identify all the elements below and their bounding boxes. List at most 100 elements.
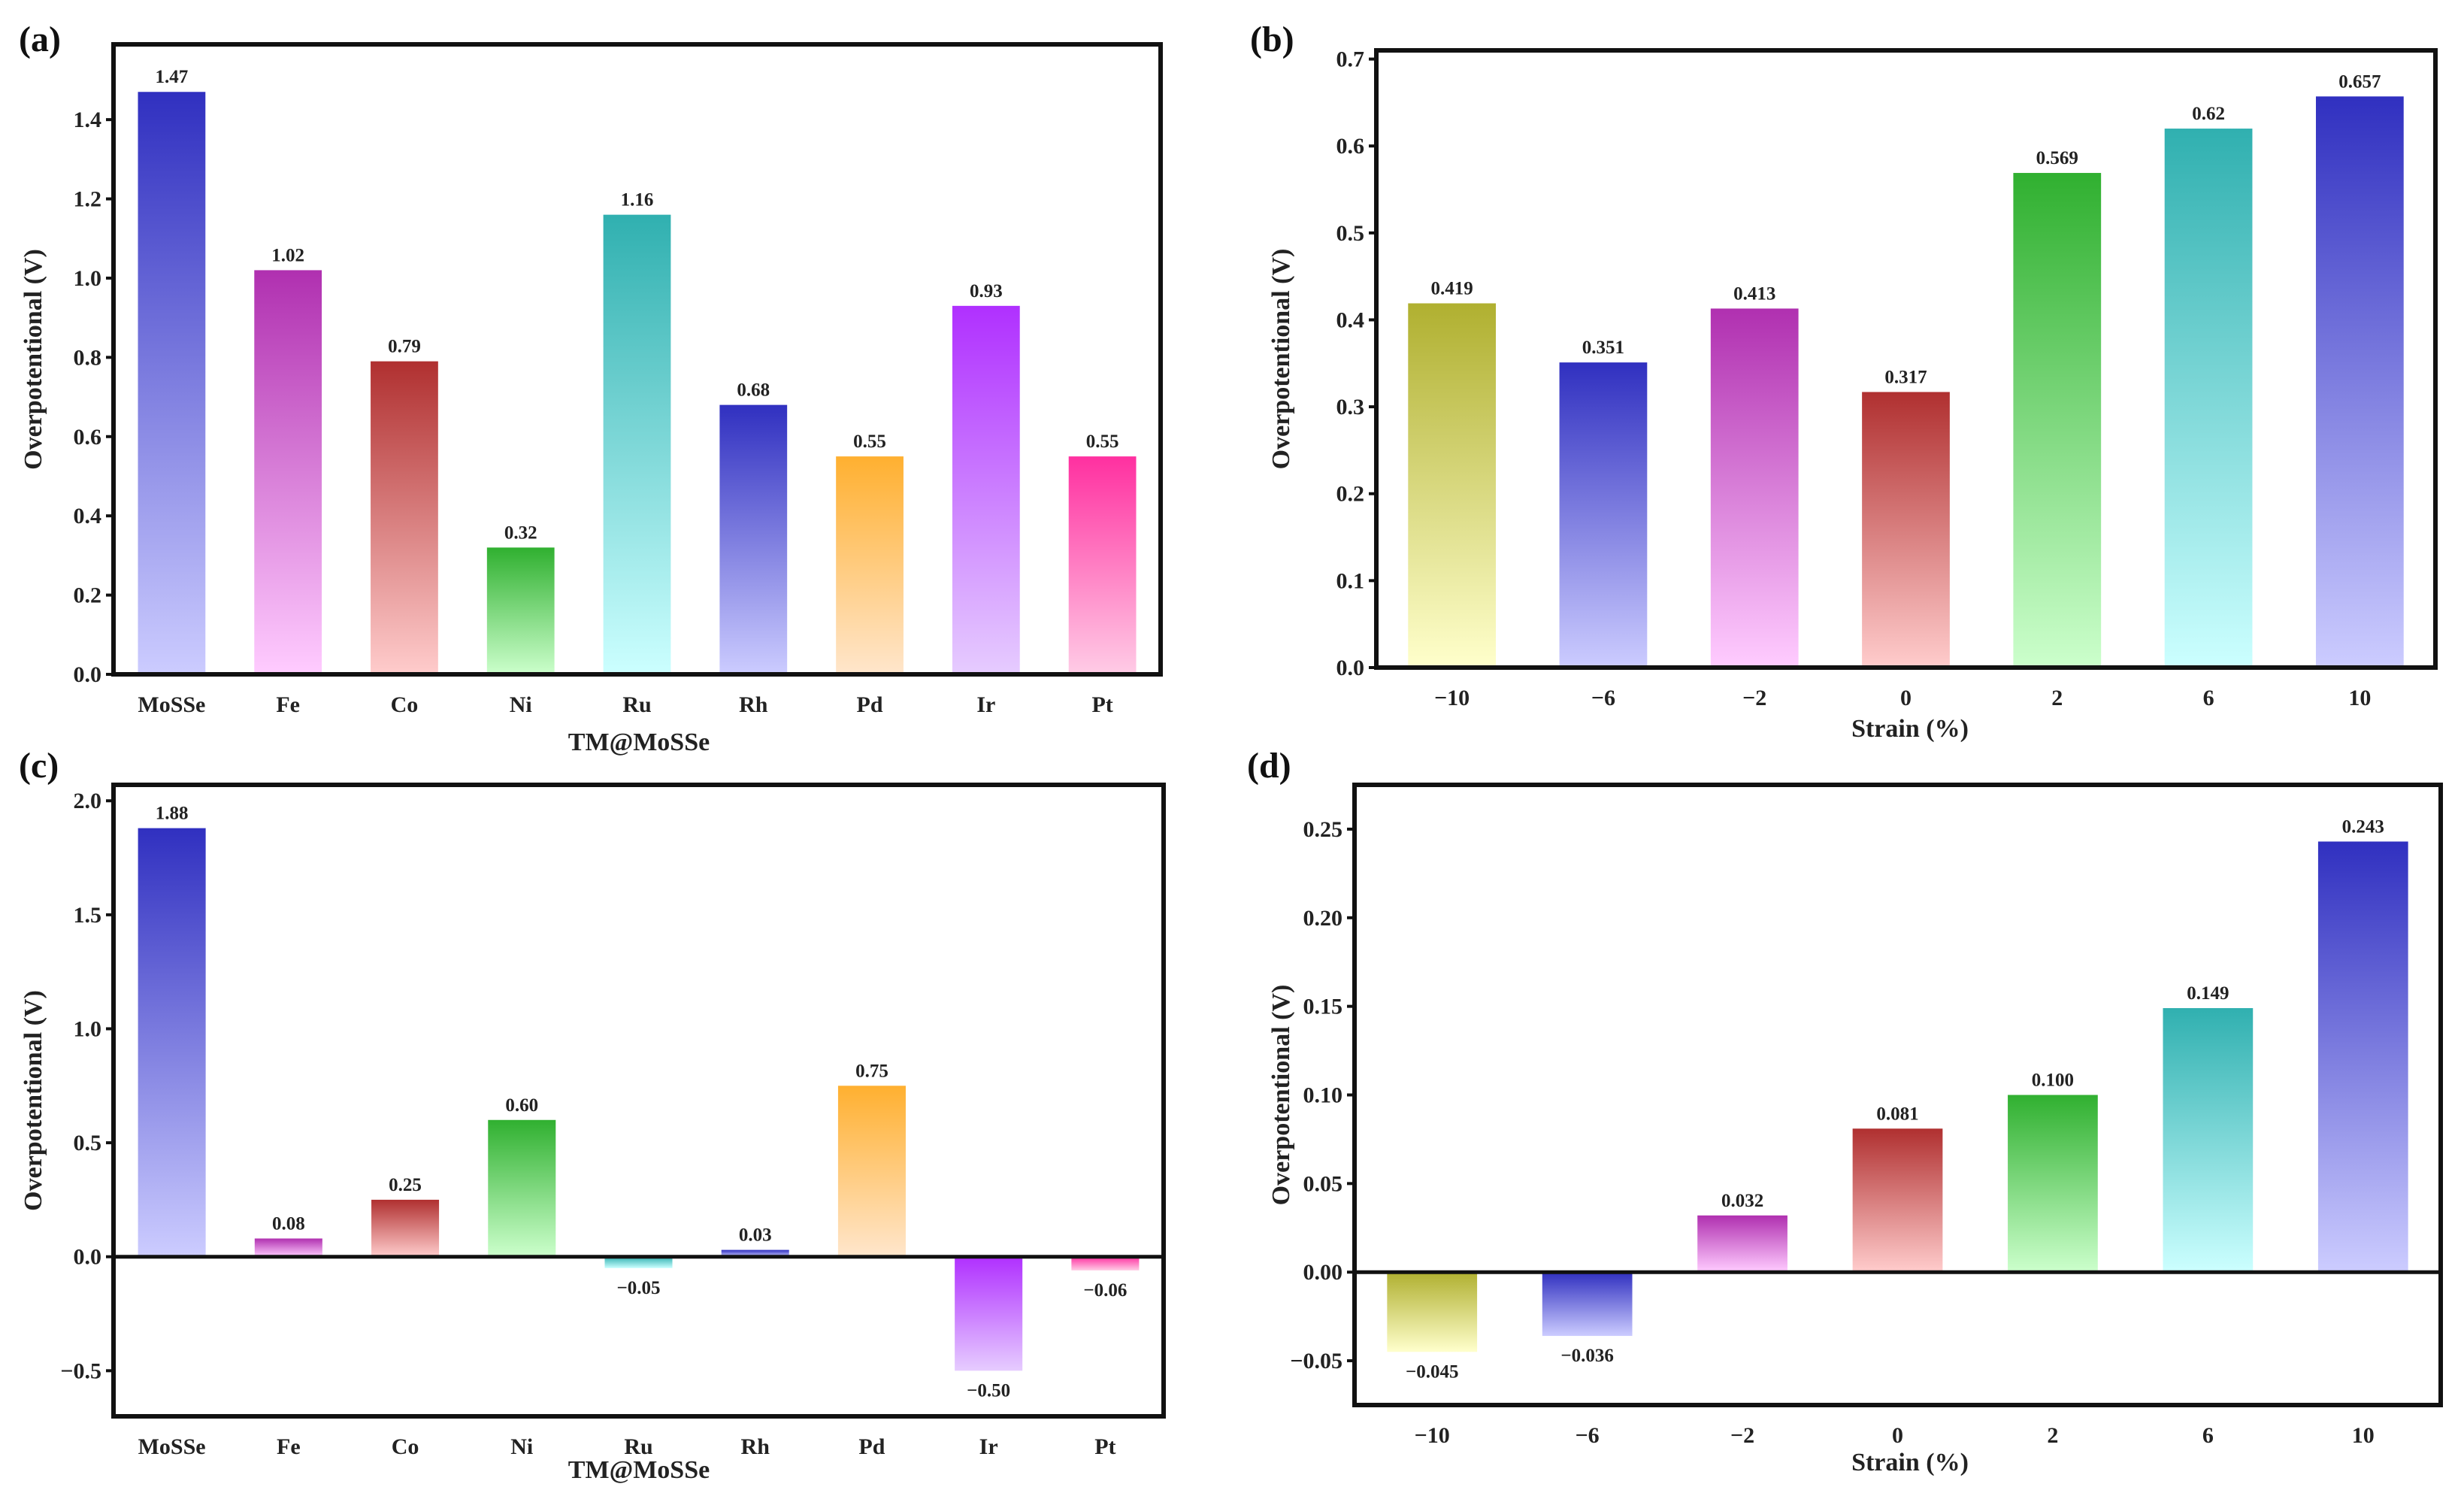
y-tick-label: 0.15 (1303, 995, 1343, 1019)
data-label: 1.16 (621, 190, 654, 210)
x-tick-label: Rh (741, 1434, 770, 1459)
bar-3 (486, 547, 555, 674)
y-tick-label: 0.5 (74, 1131, 102, 1155)
data-label: 0.243 (2342, 816, 2384, 837)
x-tick-label: 0 (1900, 686, 1912, 710)
x-tick-label: MoSSe (138, 692, 205, 717)
data-label: 0.25 (389, 1175, 422, 1195)
plot-frame (111, 42, 1163, 677)
panel-label: (d) (1247, 746, 1291, 786)
data-label: 0.149 (2187, 983, 2229, 1004)
data-label: 0.317 (1884, 367, 1927, 387)
bar-3 (488, 1119, 556, 1257)
y-tick-label: 0.6 (1336, 134, 1365, 159)
x-tick-label: 6 (2202, 1423, 2214, 1448)
chart-panel-d: −0.045 −10 −0.036 −6 0.032 −2 0.081 0 0.100 2 0.14… (1247, 746, 2443, 1476)
data-label: 0.79 (388, 337, 421, 357)
y-tick-label: 1.0 (74, 266, 102, 291)
y-tick-label: 0.0 (1336, 656, 1365, 680)
y-tick-label: 0.3 (1336, 395, 1365, 419)
bar-6 (837, 1086, 906, 1257)
y-tick-label: 0.0 (74, 662, 102, 687)
bar-2 (371, 1199, 440, 1257)
data-label: 0.081 (1876, 1104, 1918, 1124)
bar-8 (1068, 456, 1137, 674)
x-axis-label: TM@MoSSe (568, 728, 710, 756)
data-label: 0.75 (855, 1061, 888, 1081)
x-tick-label: Ir (979, 1434, 998, 1459)
bar-3 (1862, 392, 1950, 668)
bar-2 (1697, 1215, 1787, 1273)
data-label: −0.036 (1560, 1346, 1614, 1366)
y-tick-label: 0.1 (1336, 568, 1365, 593)
data-label: 0.413 (1733, 283, 1775, 304)
x-tick-label: −6 (1591, 686, 1615, 710)
y-tick-label: 1.4 (74, 108, 102, 132)
y-tick-label: 0.6 (74, 425, 102, 450)
bar-1 (254, 270, 322, 674)
panel-label: (b) (1250, 20, 1294, 59)
bar-6 (2317, 841, 2408, 1273)
bar-6 (836, 456, 904, 674)
y-tick-label: −0.5 (60, 1358, 101, 1383)
bar-0 (138, 828, 206, 1257)
chart-panel-a: 1.47 MoSSe 1.02 Fe 0.79 Co 0.32 Ni 1.16 Ru 0.68 Rh 0… (19, 20, 1163, 756)
bar-1 (1542, 1272, 1633, 1337)
data-label: −0.06 (1083, 1280, 1127, 1301)
plot-frame (111, 783, 1166, 1419)
x-tick-label: 2 (2047, 1423, 2058, 1448)
data-label: 0.68 (737, 380, 770, 401)
x-tick-label: −10 (1415, 1423, 1450, 1448)
bar-2 (1710, 308, 1799, 668)
x-tick-label: −2 (1742, 686, 1766, 710)
bar-6 (2315, 96, 2404, 668)
bar-5 (2164, 129, 2253, 668)
bar-1 (1559, 362, 1648, 668)
bar-4 (603, 214, 671, 675)
x-tick-label: Co (392, 1434, 419, 1459)
data-label: 0.032 (1721, 1191, 1763, 1211)
data-label: −0.045 (1406, 1361, 1459, 1382)
data-label: 0.100 (2032, 1071, 2074, 1091)
x-axis-label: Strain (%) (1851, 715, 1969, 743)
y-tick-label: 0.10 (1303, 1083, 1343, 1108)
x-axis-label: Strain (%) (1851, 1449, 1969, 1476)
bar-0 (1408, 303, 1497, 668)
bar-5 (2163, 1008, 2254, 1273)
bar-8 (1071, 1256, 1140, 1270)
data-label: 0.419 (1431, 278, 1473, 298)
data-label: 0.62 (2192, 104, 2225, 124)
bar-0 (138, 92, 206, 674)
data-label: −0.05 (617, 1278, 661, 1298)
bar-1 (254, 1238, 322, 1257)
bar-3 (1852, 1128, 1943, 1273)
data-label: −0.50 (967, 1380, 1010, 1401)
x-tick-label: Pt (1094, 1434, 1115, 1459)
y-tick-label: 0.7 (1336, 47, 1365, 72)
x-axis-label: TM@MoSSe (568, 1456, 710, 1484)
data-label: 1.47 (156, 67, 189, 87)
x-tick-label: Fe (276, 692, 300, 717)
bar-4 (604, 1256, 673, 1268)
y-tick-label: 0.4 (1336, 307, 1365, 332)
data-label: 0.351 (1582, 338, 1624, 358)
y-tick-label: 1.0 (74, 1016, 102, 1041)
y-tick-label: 2.0 (74, 789, 102, 813)
x-tick-label: Ni (510, 692, 532, 717)
panel-label: (a) (19, 20, 61, 59)
y-tick-label: 0.05 (1303, 1171, 1343, 1196)
x-tick-label: 2 (2051, 686, 2063, 710)
data-label: 0.55 (853, 432, 886, 452)
y-tick-label: 1.5 (74, 903, 102, 928)
data-label: 0.55 (1086, 432, 1119, 452)
data-label: 0.569 (2036, 148, 2078, 168)
y-axis-label: Overpotentional (V) (20, 249, 47, 470)
data-label: 0.32 (504, 522, 537, 543)
bar-4 (2008, 1095, 2098, 1273)
data-label: 0.08 (272, 1213, 305, 1234)
x-tick-label: Fe (277, 1434, 301, 1459)
x-tick-label: −2 (1730, 1423, 1754, 1448)
bar-0 (1387, 1272, 1478, 1352)
bar-5 (719, 404, 788, 674)
